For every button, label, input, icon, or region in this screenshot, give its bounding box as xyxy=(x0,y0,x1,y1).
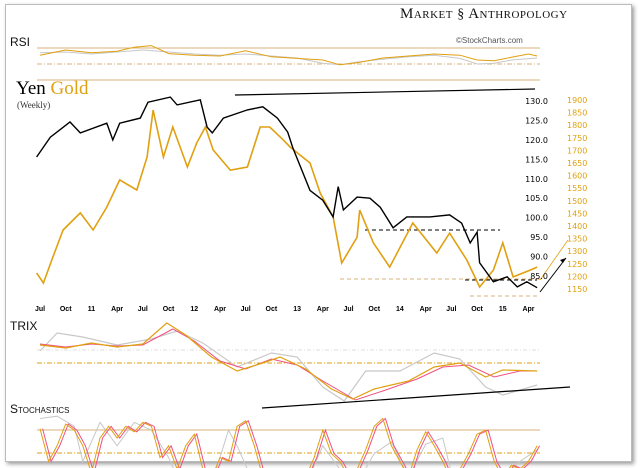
rsi-trendline xyxy=(234,88,536,96)
x-tick: Jul xyxy=(35,306,45,313)
y-left-tick: 85.0 xyxy=(530,272,548,281)
gold-price-line xyxy=(35,109,538,289)
y-right-tick: 1200 xyxy=(567,272,587,281)
y-right-tick: 1700 xyxy=(567,146,587,155)
y-right-tick: 1750 xyxy=(567,134,587,143)
y-left-tick: 120.0 xyxy=(525,136,548,145)
x-tick: 15 xyxy=(499,306,507,313)
chart-title: Yen Gold xyxy=(16,78,89,100)
title-gold: Gold xyxy=(50,78,89,99)
x-tick: Oct xyxy=(60,306,72,313)
brand-left: Market xyxy=(400,6,454,22)
brand-right: Anthropology xyxy=(468,6,568,22)
arrow-head-icon xyxy=(560,258,566,263)
y-left-tick: 115.0 xyxy=(525,155,548,164)
y-left-tick: 90.0 xyxy=(530,253,548,262)
stochastics-label: Stochastics xyxy=(10,402,70,416)
copyright: ©StockCharts.com xyxy=(456,36,523,45)
rsi-label: RSI xyxy=(10,35,31,49)
x-tick: 12 xyxy=(190,306,198,313)
trix-gold-line xyxy=(39,322,538,400)
y-left-tick: 130.0 xyxy=(525,97,548,106)
y-right-tick: 1300 xyxy=(567,247,587,256)
trix-label: TRIX xyxy=(10,319,38,333)
trix-yen-line xyxy=(39,330,538,402)
y-right-tick: 1400 xyxy=(567,222,587,231)
trix-trendline xyxy=(261,386,571,409)
x-tick: Apr xyxy=(111,306,123,313)
y-left-tick: 125.0 xyxy=(525,116,548,125)
y-left-tick: 110.0 xyxy=(525,175,548,184)
x-tick: Apr xyxy=(522,306,534,313)
y-right-tick: 1250 xyxy=(567,260,587,269)
y-right-tick: 1850 xyxy=(567,109,587,118)
y-right-tick: 1500 xyxy=(567,197,587,206)
y-right-tick: 1450 xyxy=(567,209,587,218)
y-right-tick: 1900 xyxy=(567,96,587,105)
y-right-tick: 1600 xyxy=(567,172,587,181)
stoch-d-line xyxy=(42,417,541,468)
x-tick: Jul xyxy=(343,306,353,313)
brand-logo: Market § Anthropology xyxy=(400,6,568,23)
x-tick: 13 xyxy=(293,306,301,313)
y-right-tick: 1550 xyxy=(567,184,587,193)
x-tick: 11 xyxy=(88,306,96,313)
x-tick: Oct xyxy=(266,306,278,313)
rsi-gold-line xyxy=(39,45,538,66)
x-tick: 14 xyxy=(396,306,404,313)
stoch-k-line xyxy=(39,417,538,468)
stoch-yen-line xyxy=(39,415,538,468)
x-tick: Oct xyxy=(471,306,483,313)
x-tick: Oct xyxy=(368,306,380,313)
y-right-tick: 1800 xyxy=(567,121,587,130)
x-tick: Jul xyxy=(241,306,251,313)
y-left-tick: 95.0 xyxy=(530,233,548,242)
yen-arrow xyxy=(539,257,567,293)
chart-subtitle: (Weekly) xyxy=(17,100,51,110)
yen-price-line xyxy=(36,96,538,289)
dna-icon: § xyxy=(457,7,465,22)
title-yen: Yen xyxy=(16,78,46,99)
y-right-tick: 1350 xyxy=(567,235,587,244)
y-left-tick: 100.0 xyxy=(525,214,548,223)
y-right-tick: 1650 xyxy=(567,159,587,168)
x-tick: Jul xyxy=(446,306,456,313)
x-tick: Oct xyxy=(163,306,175,313)
y-left-tick: 105.0 xyxy=(525,194,548,203)
y-right-tick: 1150 xyxy=(567,285,587,294)
x-tick: Jul xyxy=(138,306,148,313)
x-tick: Apr xyxy=(214,306,226,313)
gold-arrow xyxy=(539,239,569,281)
x-tick: Apr xyxy=(317,306,329,313)
x-tick: Apr xyxy=(420,306,432,313)
rsi-yen-line xyxy=(39,49,538,66)
